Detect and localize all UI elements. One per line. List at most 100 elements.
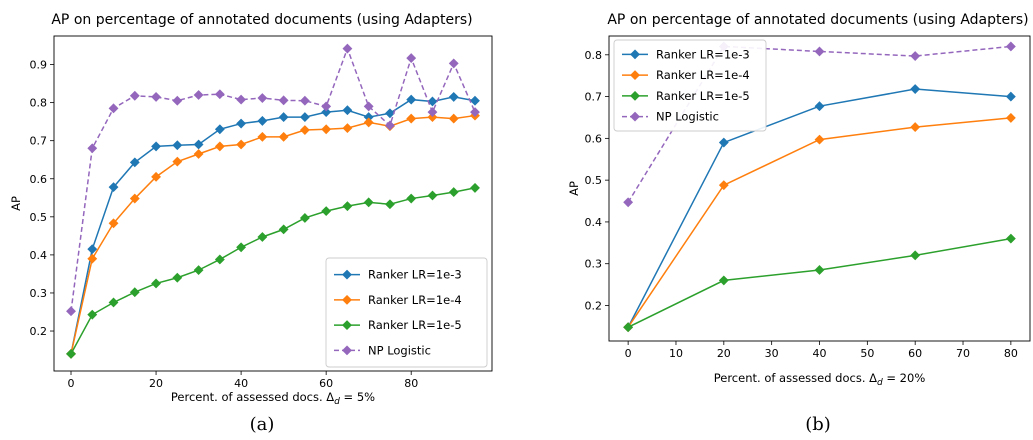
legend-label: NP Logistic xyxy=(656,110,719,124)
x-tick-label: 40 xyxy=(234,377,248,390)
data-point xyxy=(214,124,225,135)
x-tick-label: 0 xyxy=(68,377,75,390)
data-point xyxy=(108,218,119,229)
data-point xyxy=(151,171,161,182)
y-tick-label: 0.5 xyxy=(30,211,48,224)
x-tick-label: 30 xyxy=(765,347,779,360)
data-point xyxy=(257,232,268,242)
data-point xyxy=(910,51,921,61)
data-point xyxy=(427,190,438,201)
data-point xyxy=(363,117,374,128)
data-point xyxy=(718,275,729,286)
data-point xyxy=(172,272,183,283)
data-point xyxy=(470,95,480,106)
x-axis-label-value: = 20% xyxy=(883,371,926,385)
legend-label: Ranker LR=1e-3 xyxy=(368,268,462,282)
data-point xyxy=(193,139,204,150)
legend-label: Ranker LR=1e-4 xyxy=(656,68,750,82)
y-tick-label: 0.7 xyxy=(30,135,48,148)
legend-label: NP Logistic xyxy=(368,343,431,357)
data-point xyxy=(814,265,825,275)
data-point xyxy=(910,84,921,94)
x-tick-label: 60 xyxy=(319,377,333,390)
data-point xyxy=(87,143,98,154)
data-point xyxy=(814,134,825,145)
data-point xyxy=(1005,91,1016,102)
data-point xyxy=(448,58,459,69)
data-point xyxy=(448,91,459,102)
data-point xyxy=(214,141,225,152)
data-point xyxy=(448,187,459,198)
data-point xyxy=(214,89,225,100)
legend-marker xyxy=(630,111,640,122)
legend-box xyxy=(325,257,488,368)
legend-marker xyxy=(630,70,640,81)
y-tick-label: 0.4 xyxy=(585,216,603,229)
data-point xyxy=(193,265,204,276)
chart-title: AP on percentage of annotated documents … xyxy=(607,12,1028,28)
legend-label: Ranker LR=1e-5 xyxy=(368,318,462,332)
y-tick-label: 0.3 xyxy=(30,287,48,300)
x-tick-label: 0 xyxy=(625,347,632,360)
data-point xyxy=(406,193,417,204)
y-tick-label: 0.7 xyxy=(585,91,603,104)
data-point xyxy=(363,101,374,112)
plot-frame xyxy=(53,35,493,372)
data-point xyxy=(151,91,161,102)
data-point xyxy=(214,254,225,265)
data-point xyxy=(278,224,289,235)
x-axis-label-main: Percent. of assessed docs. Δ xyxy=(714,371,877,385)
y-axis-label: AP xyxy=(9,196,23,211)
data-point xyxy=(1005,233,1016,244)
data-point xyxy=(278,95,289,106)
data-point xyxy=(1005,41,1016,52)
x-axis-label: Percent. of assessed docs. Δd = 5% xyxy=(171,390,375,407)
data-point xyxy=(108,297,119,308)
data-point xyxy=(129,287,140,298)
x-tick-label: 20 xyxy=(149,377,163,390)
legend: Ranker LR=1e-3 Ranker LR=1e-4 Ranker LR=1e… xyxy=(613,39,767,132)
data-point xyxy=(172,95,183,106)
x-tick-label: 80 xyxy=(1004,347,1018,360)
data-point xyxy=(910,250,921,261)
x-tick-label: 20 xyxy=(717,347,731,360)
x-tick-label: 80 xyxy=(404,377,418,390)
data-point xyxy=(910,122,921,133)
x-axis-label-value: = 5% xyxy=(340,390,375,404)
data-point xyxy=(470,107,480,118)
data-point xyxy=(129,157,140,168)
data-point xyxy=(236,94,247,105)
x-axis-label-main: Percent. of assessed docs. Δ xyxy=(171,390,334,404)
y-tick-label: 0.6 xyxy=(30,173,48,186)
data-point xyxy=(448,113,459,124)
data-point xyxy=(299,213,310,223)
x-tick-label: 40 xyxy=(813,347,827,360)
data-point xyxy=(342,105,353,116)
data-point xyxy=(236,242,247,253)
data-point xyxy=(406,94,417,105)
legend-marker xyxy=(630,90,640,101)
data-point xyxy=(278,112,289,123)
x-tick-label: 10 xyxy=(669,347,683,360)
legend: Ranker LR=1e-3 Ranker LR=1e-4 Ranker LR=1e… xyxy=(325,257,488,368)
data-point xyxy=(427,96,438,107)
y-tick-label: 0.6 xyxy=(585,132,603,145)
data-point xyxy=(321,107,332,118)
y-axis-label: AP xyxy=(567,181,581,196)
data-point xyxy=(257,115,268,126)
data-point xyxy=(299,112,310,123)
data-point xyxy=(66,306,76,317)
y-tick-label: 0.4 xyxy=(30,249,48,262)
data-point xyxy=(87,309,98,320)
data-point xyxy=(406,113,417,124)
data-point xyxy=(1005,112,1016,123)
data-point xyxy=(66,348,76,359)
data-point xyxy=(321,101,332,112)
data-point xyxy=(342,43,353,54)
x-axis-label: Percent. of assessed docs. Δd = 20% xyxy=(714,371,926,388)
data-point xyxy=(718,137,729,148)
data-point xyxy=(623,322,634,333)
data-point xyxy=(193,90,204,100)
data-point xyxy=(129,90,140,101)
